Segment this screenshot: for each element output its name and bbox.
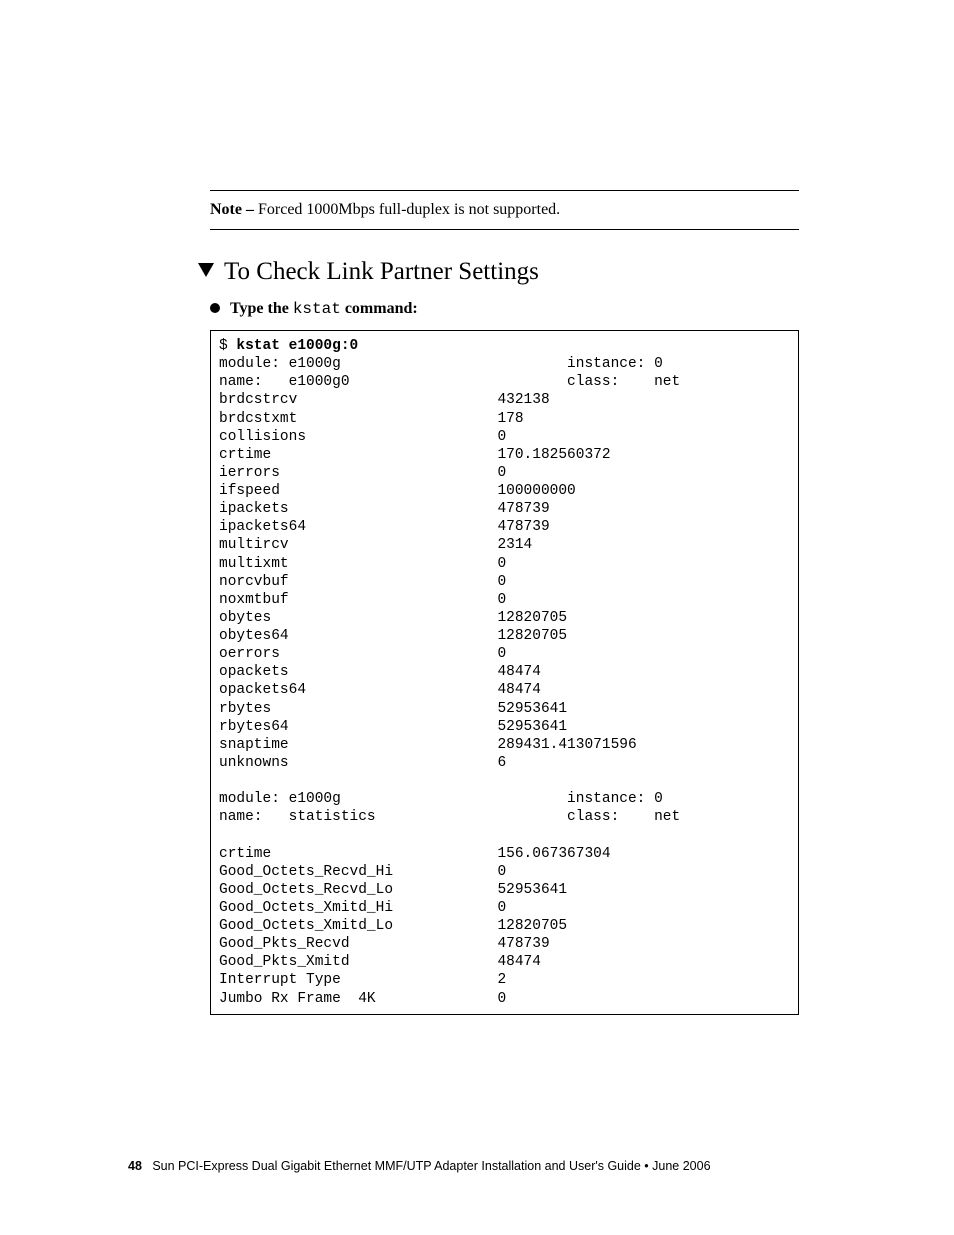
page-content: Note – Forced 1000Mbps full-duplex is no… [0,0,954,1015]
code-body: module: e1000g instance: 0 name: e1000g0… [219,356,680,1006]
section-heading-text: To Check Link Partner Settings [224,258,539,286]
code-command: kstat e1000g:0 [236,338,358,354]
code-prompt: $ [219,338,236,354]
bullet-suffix: command: [341,300,418,317]
bullet-prefix: Type the [230,300,293,317]
footer: 48 Sun PCI-Express Dual Gigabit Ethernet… [128,1159,711,1173]
note-rule-top [210,190,799,191]
note-rule-bottom [210,229,799,230]
code-box: $ kstat e1000g:0 module: e1000g instance… [210,330,799,1015]
page-number: 48 [128,1159,142,1173]
note-label: Note – [210,201,254,218]
note-text: Forced 1000Mbps full-duplex is not suppo… [254,201,560,218]
bullet-mono: kstat [293,300,341,318]
bullet-icon [210,300,220,318]
footer-text: Sun PCI-Express Dual Gigabit Ethernet MM… [152,1159,710,1173]
section-heading: To Check Link Partner Settings [198,258,799,286]
note-line: Note – Forced 1000Mbps full-duplex is no… [210,201,799,219]
bullet-text: Type the kstat command: [230,300,418,318]
triangle-down-icon [198,258,214,286]
bullet-line: Type the kstat command: [210,300,799,318]
